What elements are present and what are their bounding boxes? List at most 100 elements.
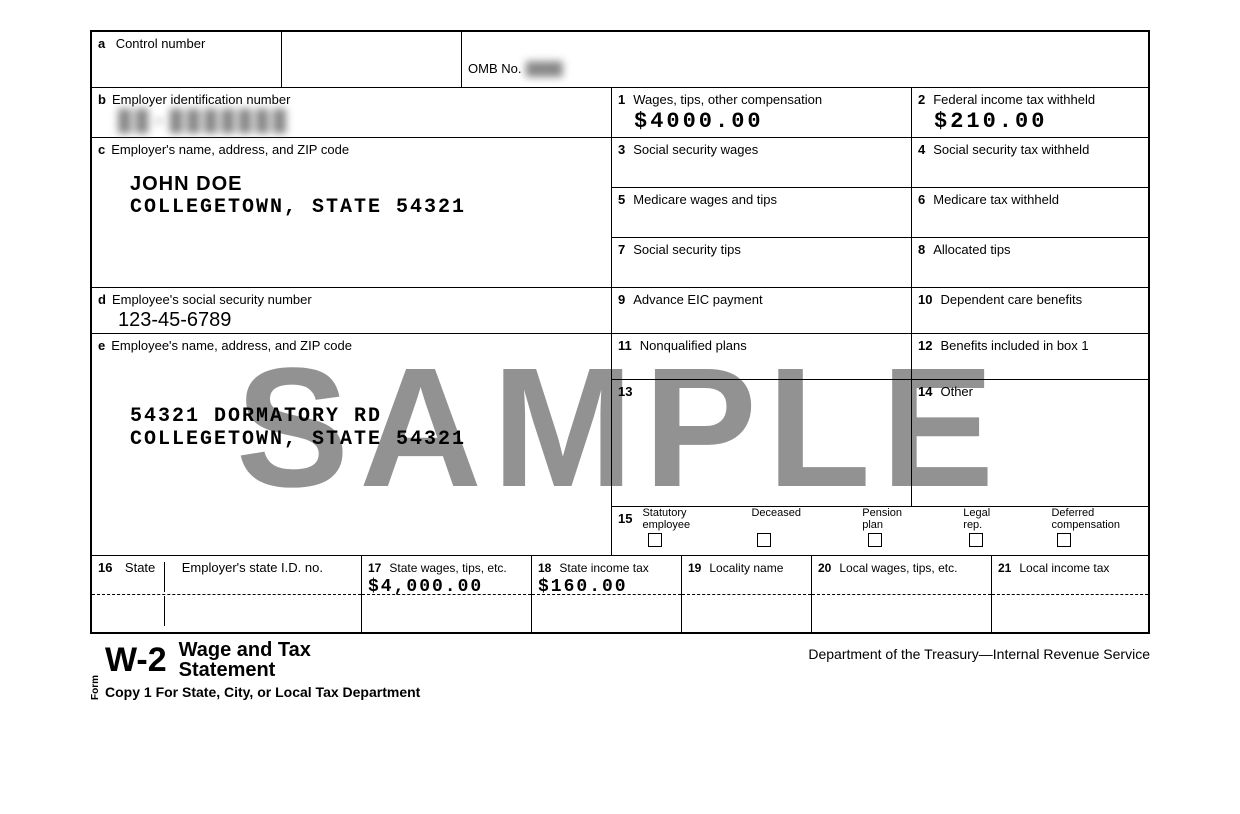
box-b: bEmployer identification number ██-█████… (92, 88, 612, 137)
form-footer: Form W-2 Wage and Tax Statement Copy 1 F… (90, 640, 1150, 700)
box-b-label: Employer identification number (112, 92, 290, 107)
box-15-item-label: Legal rep. (963, 507, 990, 531)
box-15-item-label: Statutory employee (642, 507, 690, 531)
omb-label: OMB No. (468, 61, 521, 76)
box-18: 18State income tax $160.00 (532, 556, 682, 632)
box-a-letter: a (98, 36, 105, 51)
box-d-letter: d (98, 292, 106, 307)
box-12: 12 Benefits included in box 1 (912, 334, 1148, 379)
box-7: 7 Social security tips (612, 238, 911, 287)
box-c-letter: c (98, 142, 105, 157)
box-11: 11 Nonqualified plans (612, 334, 912, 379)
box-16-label-a: State (125, 560, 155, 575)
box-11-num: 11 (618, 338, 632, 353)
box-15-item: Deceased (751, 507, 801, 555)
box-21-label: Local income tax (1019, 561, 1109, 575)
box-20-label: Local wages, tips, etc. (839, 561, 957, 575)
box-1-label: Wages, tips, other compensation (633, 92, 822, 107)
box-4-label: Social security tax withheld (933, 142, 1089, 157)
box-21-num: 21 (998, 561, 1011, 575)
box-1-value: $4000.00 (618, 109, 905, 134)
box-5: 5 Medicare wages and tips (612, 188, 911, 238)
omb-value: ████ (526, 61, 563, 76)
box-e-label: Employee's name, address, and ZIP code (111, 338, 352, 353)
box-12-label: Benefits included in box 1 (940, 338, 1088, 353)
box-16-label-b: Employer's state I.D. no. (182, 560, 323, 575)
box-15-item: Statutory employee (642, 507, 690, 555)
box-17-label: State wages, tips, etc. (389, 561, 506, 575)
box-2-value: $210.00 (918, 109, 1142, 134)
checkbox-icon (757, 533, 771, 547)
box-1-num: 1 (618, 92, 625, 107)
box-15-item: Deferred compensation (1051, 507, 1120, 555)
box-10: 10Dependent care benefits (912, 288, 1148, 333)
box-8-label: Allocated tips (933, 242, 1010, 257)
box-3-num: 3 (618, 142, 625, 157)
box-21: 21 Local income tax (992, 556, 1148, 632)
box-d-value: 123-45-6789 (98, 309, 605, 332)
box-d-label: Employee's social security number (112, 292, 312, 307)
box-12-num: 12 (918, 338, 932, 353)
checkbox-icon (1057, 533, 1071, 547)
box-19: 19Locality name (682, 556, 812, 632)
box-8-num: 8 (918, 242, 925, 257)
box-1: 1 Wages, tips, other compensation $4000.0… (612, 88, 912, 137)
box-c-name: JOHN DOE (130, 173, 605, 196)
omb-cell: OMB No. ████ (462, 32, 1148, 87)
box-4-num: 4 (918, 142, 925, 157)
box-15-num: 15 (618, 511, 632, 526)
box-11-label: Nonqualified plans (640, 338, 747, 353)
box-b-letter: b (98, 92, 106, 107)
box-14-label: Other (940, 384, 973, 399)
box-6: 6Medicare tax withheld (912, 188, 1148, 238)
box-5-label: Medicare wages and tips (633, 192, 777, 207)
box-18-label: State income tax (559, 561, 648, 575)
box-5-num: 5 (618, 192, 625, 207)
footer-form-code: W-2 (105, 641, 167, 680)
box-4: 4 Social security tax withheld (912, 138, 1148, 188)
box-20-num: 20 (818, 561, 831, 575)
box-13: 13 (612, 380, 912, 506)
box-16-num: 16 (98, 560, 112, 575)
footer-copy: Copy 1 For State, City, or Local Tax Dep… (105, 684, 420, 700)
footer-form-word: Form (90, 640, 101, 700)
box-c: cEmployer's name, address, and ZIP code … (92, 138, 612, 287)
box-c-label: Employer's name, address, and ZIP code (111, 142, 349, 157)
box-7-num: 7 (618, 242, 625, 257)
box-15: 15 Statutory employee Deceased Pension pla… (612, 507, 1148, 555)
checkbox-icon (969, 533, 983, 547)
box-19-num: 19 (688, 561, 701, 575)
footer-title-1: Wage and Tax (179, 640, 311, 660)
box-e: eEmployee's name, address, and ZIP code … (92, 334, 612, 555)
box-10-num: 10 (918, 292, 932, 307)
box-15-item-label: Pension plan (862, 507, 902, 531)
box-14-num: 14 (918, 384, 932, 399)
box-e-line1: 54321 DORMATORY RD (130, 405, 605, 428)
box-14: 14 Other (912, 380, 1148, 506)
box-13-num: 13 (618, 384, 632, 399)
box-e-line2: COLLEGETOWN, STATE 54321 (130, 428, 605, 451)
checkbox-icon (868, 533, 882, 547)
box-15-item: Legal rep. (963, 507, 990, 555)
footer-dept: Department of the Treasury—Internal Reve… (808, 640, 1150, 700)
box-15-item: Pension plan (862, 507, 902, 555)
box-a-label: Control number (116, 36, 206, 51)
w2-form: a Control number OMB No. ████ b Employer … (90, 30, 1150, 634)
box-7-label: Social security tips (633, 242, 741, 257)
box-2: 2 Federal income tax withheld $210.00 (912, 88, 1148, 137)
footer-title-2: Statement (179, 660, 311, 680)
box-8: 8 Allocated tips (912, 238, 1148, 287)
box-2-label: Federal income tax withheld (933, 92, 1095, 107)
box-a-value-cell (282, 32, 462, 87)
box-6-label: Medicare tax withheld (933, 192, 1059, 207)
box-c-address: COLLEGETOWN, STATE 54321 (130, 196, 605, 219)
box-16: 16 State Employer's state I.D. no. (92, 556, 362, 632)
checkbox-icon (648, 533, 662, 547)
box-20: 20 Local wages, tips, etc. (812, 556, 992, 632)
box-15-item-label: Deceased (751, 507, 801, 531)
box-a-label-cell: a Control number (92, 32, 282, 87)
box-2-num: 2 (918, 92, 925, 107)
box-9: 9Advance EIC payment (612, 288, 912, 333)
box-17: 17State wages, tips, etc. $4,000.00 (362, 556, 532, 632)
box-3: 3Social security wages (612, 138, 911, 188)
